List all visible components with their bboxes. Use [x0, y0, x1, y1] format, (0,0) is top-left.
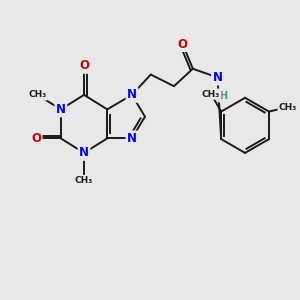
Text: CH₃: CH₃	[75, 176, 93, 185]
Text: CH₃: CH₃	[202, 90, 220, 99]
Text: CH₃: CH₃	[28, 90, 47, 99]
Text: N: N	[79, 146, 89, 159]
Text: N: N	[56, 103, 66, 116]
Text: H: H	[219, 91, 227, 101]
Text: N: N	[212, 71, 223, 84]
Text: O: O	[31, 132, 41, 145]
Text: CH₃: CH₃	[279, 103, 297, 112]
Text: O: O	[178, 38, 188, 51]
Text: N: N	[127, 88, 137, 101]
Text: O: O	[79, 59, 89, 72]
Text: N: N	[127, 132, 137, 145]
